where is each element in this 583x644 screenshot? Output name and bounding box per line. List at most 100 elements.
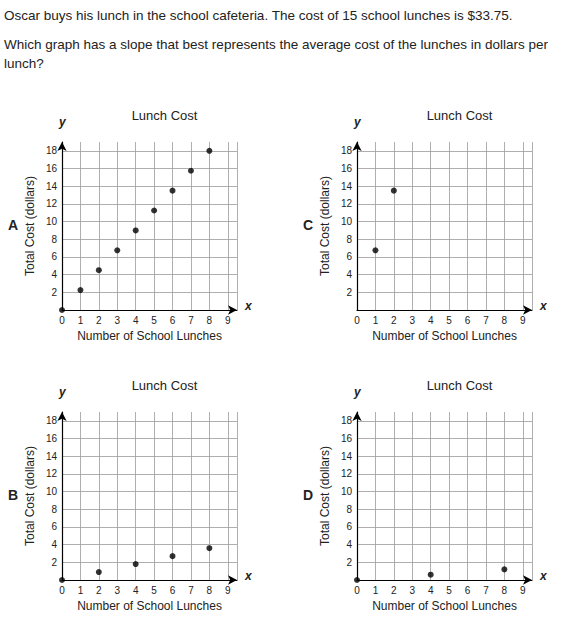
- svg-text:8: 8: [51, 504, 57, 515]
- svg-text:Lunch Cost: Lunch Cost: [427, 378, 493, 393]
- svg-text:0: 0: [354, 315, 360, 326]
- svg-text:5: 5: [151, 585, 157, 596]
- svg-text:0: 0: [59, 315, 65, 326]
- svg-text:Number of School Lunches: Number of School Lunches: [77, 599, 222, 613]
- svg-text:6: 6: [170, 315, 176, 326]
- svg-text:9: 9: [520, 585, 526, 596]
- svg-text:3: 3: [114, 585, 120, 596]
- svg-text:Total Cost (dollars): Total Cost (dollars): [23, 176, 37, 276]
- svg-text:2: 2: [96, 585, 102, 596]
- svg-text:8: 8: [207, 315, 213, 326]
- svg-text:10: 10: [341, 486, 353, 497]
- svg-text:7: 7: [188, 315, 194, 326]
- svg-text:6: 6: [346, 521, 352, 532]
- svg-text:1: 1: [373, 585, 379, 596]
- svg-text:x: x: [539, 299, 548, 313]
- svg-text:2: 2: [51, 287, 57, 298]
- svg-text:1: 1: [373, 315, 379, 326]
- svg-text:4: 4: [133, 315, 139, 326]
- svg-text:9: 9: [520, 315, 526, 326]
- svg-text:8: 8: [502, 315, 508, 326]
- svg-text:2: 2: [391, 315, 397, 326]
- svg-text:x: x: [539, 569, 548, 583]
- svg-text:6: 6: [51, 521, 57, 532]
- svg-text:x: x: [244, 569, 253, 583]
- svg-text:4: 4: [133, 585, 139, 596]
- svg-text:y: y: [353, 115, 362, 129]
- svg-text:Lunch Cost: Lunch Cost: [132, 108, 198, 123]
- svg-text:4: 4: [428, 585, 434, 596]
- svg-text:16: 16: [341, 163, 353, 174]
- svg-text:Number of School Lunches: Number of School Lunches: [372, 329, 517, 343]
- svg-text:1: 1: [78, 585, 84, 596]
- svg-text:6: 6: [51, 251, 57, 262]
- svg-text:14: 14: [341, 451, 353, 462]
- svg-text:3: 3: [409, 585, 415, 596]
- svg-text:6: 6: [346, 251, 352, 262]
- svg-text:12: 12: [341, 198, 353, 209]
- svg-text:5: 5: [446, 585, 452, 596]
- svg-text:18: 18: [46, 415, 58, 426]
- svg-text:0: 0: [354, 585, 360, 596]
- svg-text:y: y: [58, 115, 67, 129]
- svg-text:2: 2: [51, 557, 57, 568]
- svg-text:18: 18: [341, 415, 353, 426]
- svg-text:12: 12: [46, 468, 58, 479]
- svg-text:16: 16: [46, 433, 58, 444]
- svg-text:D: D: [303, 487, 313, 503]
- svg-text:16: 16: [46, 163, 58, 174]
- svg-text:x: x: [244, 299, 253, 313]
- svg-text:3: 3: [409, 315, 415, 326]
- svg-text:10: 10: [341, 216, 353, 227]
- svg-text:14: 14: [46, 181, 58, 192]
- svg-text:Number of School Lunches: Number of School Lunches: [372, 599, 517, 613]
- svg-text:16: 16: [341, 433, 353, 444]
- svg-text:10: 10: [46, 486, 58, 497]
- svg-text:6: 6: [465, 585, 471, 596]
- svg-text:2: 2: [391, 585, 397, 596]
- svg-text:18: 18: [341, 145, 353, 156]
- svg-text:A: A: [8, 217, 18, 233]
- svg-text:7: 7: [483, 315, 489, 326]
- svg-text:Lunch Cost: Lunch Cost: [427, 108, 493, 123]
- svg-text:8: 8: [346, 234, 352, 245]
- svg-text:4: 4: [346, 269, 352, 280]
- svg-text:8: 8: [51, 234, 57, 245]
- svg-text:18: 18: [46, 145, 58, 156]
- svg-text:y: y: [353, 385, 362, 399]
- svg-text:14: 14: [341, 181, 353, 192]
- svg-text:Number of School Lunches: Number of School Lunches: [77, 329, 222, 343]
- svg-text:10: 10: [46, 216, 58, 227]
- svg-text:8: 8: [346, 504, 352, 515]
- svg-text:4: 4: [346, 539, 352, 550]
- svg-text:9: 9: [225, 585, 231, 596]
- svg-text:8: 8: [207, 585, 213, 596]
- svg-text:8: 8: [502, 585, 508, 596]
- svg-text:7: 7: [483, 585, 489, 596]
- svg-text:14: 14: [46, 451, 58, 462]
- svg-text:5: 5: [151, 315, 157, 326]
- svg-text:Total Cost (dollars): Total Cost (dollars): [318, 176, 332, 276]
- svg-text:6: 6: [465, 315, 471, 326]
- svg-text:9: 9: [225, 315, 231, 326]
- svg-text:3: 3: [114, 315, 120, 326]
- svg-text:y: y: [58, 385, 67, 399]
- svg-text:Lunch Cost: Lunch Cost: [132, 378, 198, 393]
- svg-text:4: 4: [51, 269, 57, 280]
- svg-text:2: 2: [346, 557, 352, 568]
- svg-text:4: 4: [428, 315, 434, 326]
- svg-text:1: 1: [78, 315, 84, 326]
- svg-text:C: C: [303, 217, 313, 233]
- svg-text:2: 2: [96, 315, 102, 326]
- svg-text:6: 6: [170, 585, 176, 596]
- svg-text:2: 2: [346, 287, 352, 298]
- svg-text:4: 4: [51, 539, 57, 550]
- svg-text:Total Cost (dollars): Total Cost (dollars): [318, 446, 332, 546]
- svg-text:5: 5: [446, 315, 452, 326]
- svg-text:Total Cost (dollars): Total Cost (dollars): [23, 446, 37, 546]
- svg-text:12: 12: [46, 198, 58, 209]
- svg-text:0: 0: [59, 585, 65, 596]
- svg-text:7: 7: [188, 585, 194, 596]
- svg-text:12: 12: [341, 468, 353, 479]
- svg-text:B: B: [8, 487, 18, 503]
